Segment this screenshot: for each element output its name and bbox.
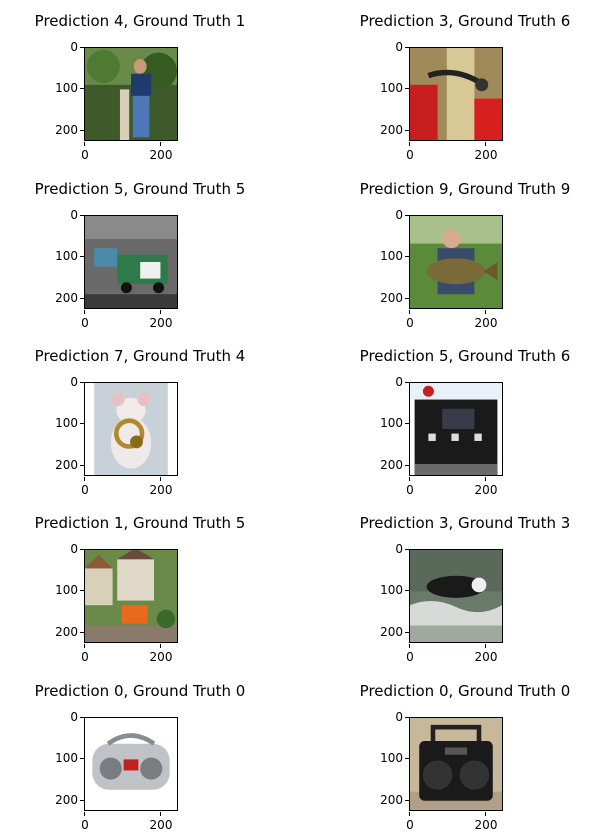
x-tick-label: 0 <box>395 644 425 664</box>
x-tick-label: 0 <box>395 142 425 162</box>
y-tick-label: 0 <box>373 208 409 222</box>
image-axes <box>84 717 178 811</box>
image-axes <box>409 549 503 643</box>
x-tick-label: 200 <box>146 812 176 832</box>
panel-title: Prediction 4, Ground Truth 1 <box>34 12 246 30</box>
x-tick-label: 200 <box>471 812 501 832</box>
image-axes <box>84 549 178 643</box>
y-tick-label: 0 <box>48 208 84 222</box>
y-tick-label: 0 <box>48 710 84 724</box>
thumbnail-image <box>85 216 177 308</box>
panel-title: Prediction 3, Ground Truth 3 <box>359 514 571 532</box>
thumbnail-image <box>410 718 502 810</box>
image-axes <box>409 382 503 476</box>
y-tick-label: 200 <box>373 291 409 305</box>
image-panel: Prediction 5, Ground Truth 6 0 100 200 0 200 <box>325 347 605 497</box>
thumbnail-image <box>410 48 502 140</box>
image-axes <box>84 47 178 141</box>
panel-title: Prediction 7, Ground Truth 4 <box>34 347 246 365</box>
panel-title: Prediction 5, Ground Truth 6 <box>359 347 571 365</box>
image-axes <box>409 215 503 309</box>
panel-title: Prediction 0, Ground Truth 0 <box>359 682 571 700</box>
y-tick-label: 0 <box>373 40 409 54</box>
x-tick-label: 0 <box>395 812 425 832</box>
x-tick-label: 200 <box>146 477 176 497</box>
x-tick-label: 0 <box>70 477 100 497</box>
y-tick-label: 100 <box>373 81 409 95</box>
x-tick-label: 200 <box>146 644 176 664</box>
y-tick-label: 0 <box>48 542 84 556</box>
x-tick-label: 0 <box>70 310 100 330</box>
y-tick-label: 100 <box>48 583 84 597</box>
y-tick-label: 200 <box>48 291 84 305</box>
y-tick-label: 0 <box>48 375 84 389</box>
x-tick-label: 0 <box>395 310 425 330</box>
y-tick-label: 200 <box>373 625 409 639</box>
panel-title: Prediction 3, Ground Truth 6 <box>359 12 571 30</box>
image-panel: Prediction 3, Ground Truth 3 0 100 200 0 200 <box>325 514 605 664</box>
panel-title: Prediction 1, Ground Truth 5 <box>34 514 246 532</box>
y-tick-label: 200 <box>48 458 84 472</box>
y-tick-label: 200 <box>48 793 84 807</box>
x-tick-label: 200 <box>471 142 501 162</box>
y-tick-label: 100 <box>373 751 409 765</box>
thumbnail-image <box>85 48 177 140</box>
y-tick-label: 100 <box>373 583 409 597</box>
x-tick-label: 0 <box>70 142 100 162</box>
image-panel: Prediction 0, Ground Truth 0 0 100 200 0 200 <box>325 682 605 832</box>
image-axes <box>409 47 503 141</box>
thumbnail-image <box>85 550 177 642</box>
x-tick-label: 200 <box>471 310 501 330</box>
y-tick-label: 100 <box>48 416 84 430</box>
y-tick-label: 100 <box>48 751 84 765</box>
x-tick-label: 200 <box>146 142 176 162</box>
thumbnail-image <box>85 383 177 475</box>
x-tick-label: 200 <box>471 477 501 497</box>
image-panel: Prediction 9, Ground Truth 9 0 100 200 0 200 <box>325 180 605 330</box>
y-tick-label: 0 <box>373 542 409 556</box>
y-tick-label: 100 <box>373 249 409 263</box>
y-tick-label: 100 <box>48 249 84 263</box>
y-tick-label: 0 <box>373 375 409 389</box>
x-tick-label: 0 <box>70 812 100 832</box>
x-tick-label: 0 <box>70 644 100 664</box>
thumbnail-image <box>410 383 502 475</box>
thumbnail-image <box>85 718 177 810</box>
panel-title: Prediction 9, Ground Truth 9 <box>359 180 571 198</box>
y-tick-label: 0 <box>373 710 409 724</box>
image-panel: Prediction 0, Ground Truth 0 0 100 200 0 200 <box>0 682 280 832</box>
y-tick-label: 200 <box>373 123 409 137</box>
y-tick-label: 200 <box>48 625 84 639</box>
image-axes <box>84 382 178 476</box>
image-panel: Prediction 4, Ground Truth 1 0 100 200 0 200 <box>0 12 280 162</box>
image-axes <box>84 215 178 309</box>
image-axes <box>409 717 503 811</box>
x-tick-label: 0 <box>395 477 425 497</box>
thumbnail-image <box>410 550 502 642</box>
x-tick-label: 200 <box>146 310 176 330</box>
thumbnail-image <box>410 216 502 308</box>
image-panel: Prediction 5, Ground Truth 5 0 100 200 0 200 <box>0 180 280 330</box>
y-tick-label: 200 <box>373 793 409 807</box>
image-panel: Prediction 3, Ground Truth 6 0 100 200 0 200 <box>325 12 605 162</box>
y-tick-label: 200 <box>373 458 409 472</box>
image-panel: Prediction 7, Ground Truth 4 0 100 200 0 200 <box>0 347 280 497</box>
y-tick-label: 100 <box>373 416 409 430</box>
y-tick-label: 100 <box>48 81 84 95</box>
panel-title: Prediction 5, Ground Truth 5 <box>34 180 246 198</box>
y-tick-label: 200 <box>48 123 84 137</box>
x-tick-label: 200 <box>471 644 501 664</box>
y-tick-label: 0 <box>48 40 84 54</box>
image-panel: Prediction 1, Ground Truth 5 0 100 200 0 200 <box>0 514 280 664</box>
panel-title: Prediction 0, Ground Truth 0 <box>34 682 246 700</box>
